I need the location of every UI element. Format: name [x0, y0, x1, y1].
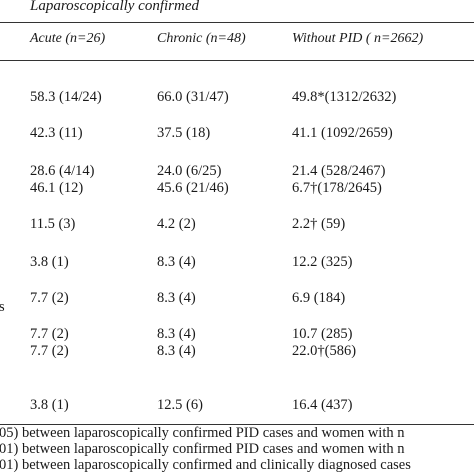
- table-cell: 28.6 (4/14): [30, 163, 95, 179]
- table-cell: 7.7 (2): [30, 343, 69, 359]
- table-cell: 45.6 (21/46): [157, 180, 229, 196]
- table-cell: 16.4 (437): [292, 397, 353, 413]
- table-cell: 46.1 (12): [30, 180, 84, 196]
- table-cell: 58.3 (14/24): [30, 89, 102, 105]
- table-cell: 11.5 (3): [30, 216, 76, 232]
- table-cell: 42.3 (11): [30, 125, 83, 141]
- table-cell: 12.5 (6): [157, 397, 203, 413]
- table-cell: 3.8 (1): [30, 397, 69, 413]
- table-cell: 21.4 (528/2467): [292, 163, 386, 179]
- table-cell: 8.3 (4): [157, 254, 196, 270]
- table-cell: 12.2 (325): [292, 254, 353, 270]
- table-cell: 2.2† (59): [292, 216, 346, 232]
- table-cell: 4.2 (2): [157, 216, 196, 232]
- column-header-acute: Acute (n=26): [30, 31, 106, 46]
- table-cell: 66.0 (31/47): [157, 89, 229, 105]
- header-top-rule: [0, 22, 474, 23]
- table-cell: 22.0†(586): [292, 343, 357, 359]
- column-header-chronic: Chronic (n=48): [157, 31, 246, 46]
- table-cell: 6.9 (184): [292, 290, 346, 306]
- table-cell: 8.3 (4): [157, 290, 196, 306]
- row-label-fragment: s: [0, 299, 5, 315]
- table-cell: 6.7†(178/2645): [292, 180, 382, 196]
- footnote: 01) between laparoscopically confirmed a…: [0, 457, 411, 473]
- table-cell: 41.1 (1092/2659): [292, 125, 393, 141]
- footnote: 01) between laparoscopically confirmed P…: [0, 441, 405, 457]
- footnote: 05) between laparoscopically confirmed P…: [0, 425, 405, 441]
- header-bottom-rule: [0, 60, 474, 61]
- table-cell: 8.3 (4): [157, 326, 196, 342]
- table-cell: 3.8 (1): [30, 254, 69, 270]
- table-cell: 7.7 (2): [30, 326, 69, 342]
- table-cell: 37.5 (18): [157, 125, 211, 141]
- table-cell: 49.8*(1312/2632): [292, 89, 397, 105]
- table-cell: 8.3 (4): [157, 343, 196, 359]
- table-cell: 24.0 (6/25): [157, 163, 222, 179]
- column-header-without-pid: Without PID ( n=2662): [292, 31, 424, 46]
- table-bottom-rule: [0, 424, 474, 425]
- table-group-title: Laparoscopically confirmed: [30, 0, 200, 14]
- table-cell: 10.7 (285): [292, 326, 353, 342]
- table-cell: 7.7 (2): [30, 290, 69, 306]
